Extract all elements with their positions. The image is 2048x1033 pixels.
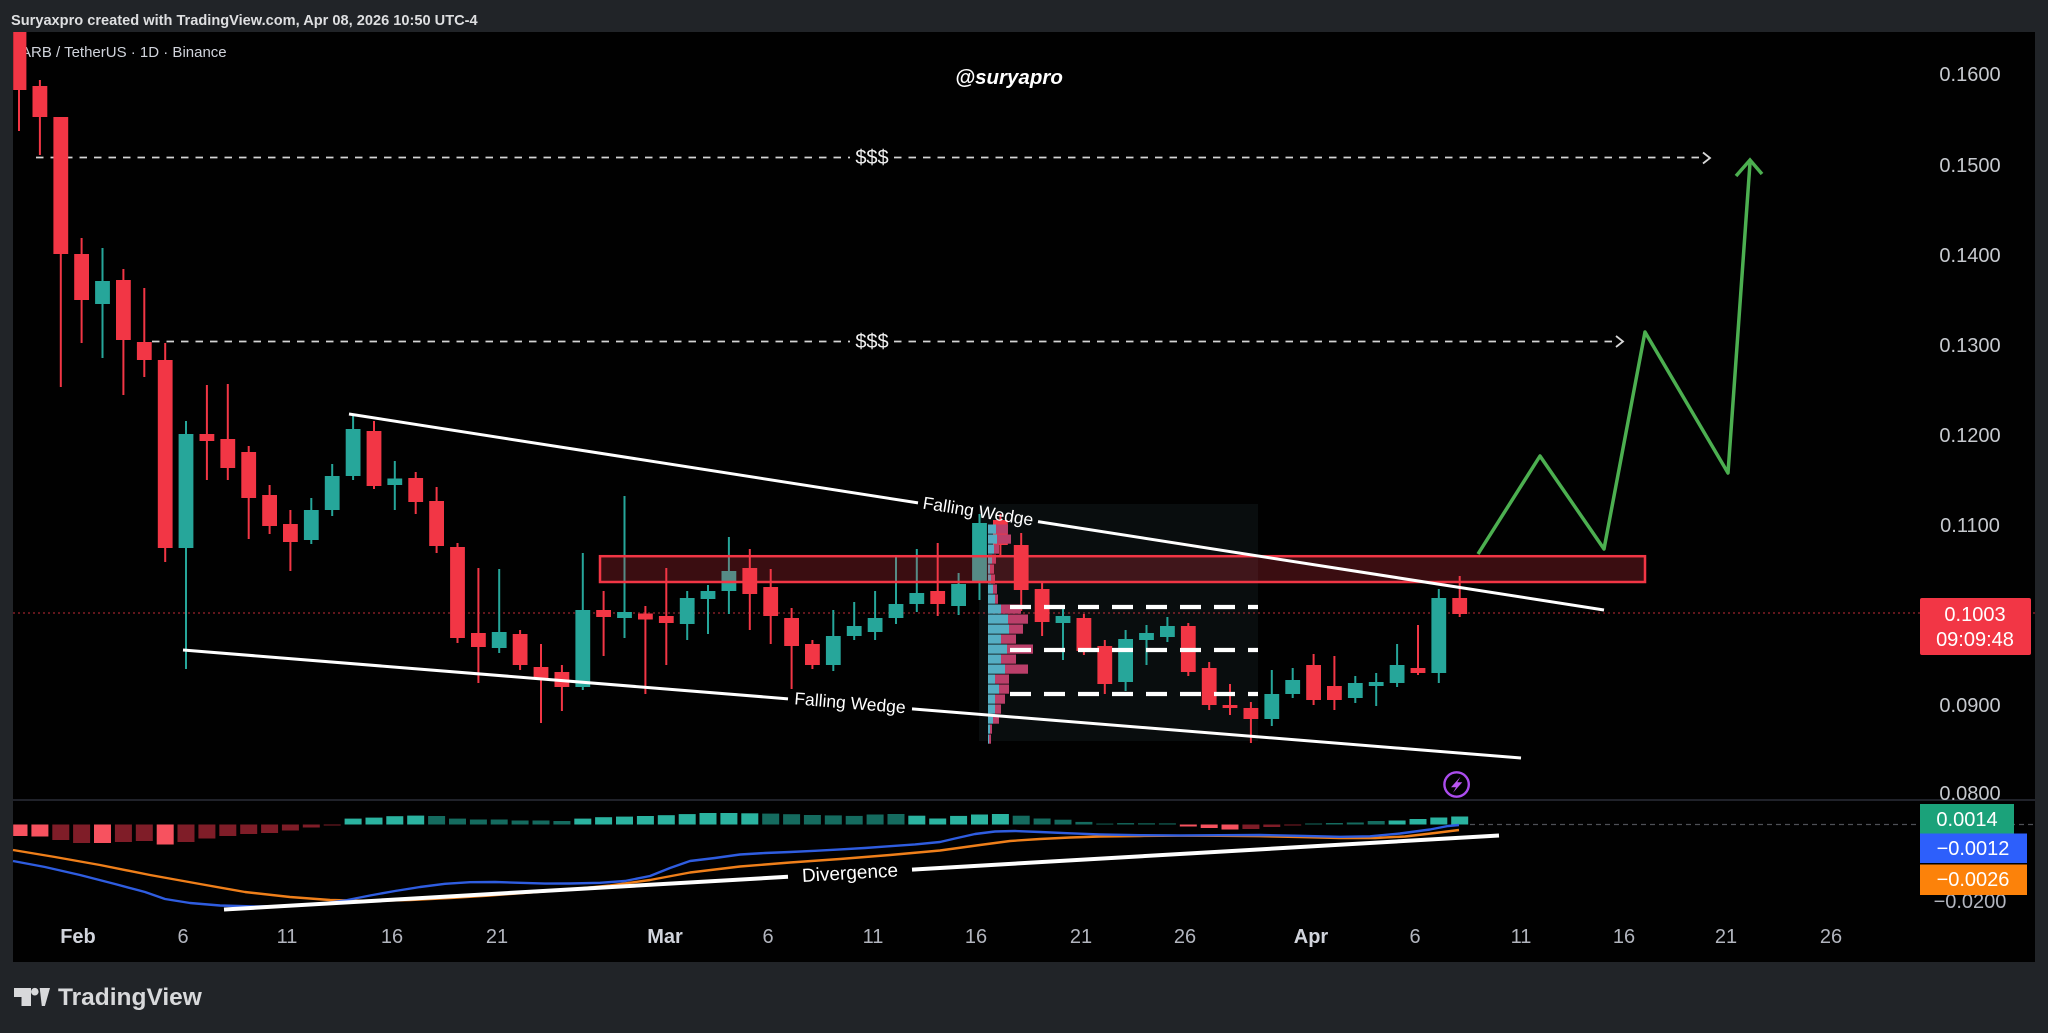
svg-text:6: 6 <box>762 926 773 948</box>
svg-text:0.1003: 0.1003 <box>1944 604 2005 626</box>
svg-text:ARB / TetherUS · 1D · Binance: ARB / TetherUS · 1D · Binance <box>21 44 227 61</box>
svg-text:0.0800: 0.0800 <box>1939 783 2000 805</box>
svg-text:0.1100: 0.1100 <box>1940 515 2000 537</box>
svg-text:21: 21 <box>1070 926 1092 948</box>
svg-text:Feb: Feb <box>60 926 96 948</box>
svg-text:09:09:48: 09:09:48 <box>1936 629 2014 651</box>
svg-text:−0.0026: −0.0026 <box>1937 869 2010 891</box>
svg-text:0.0900: 0.0900 <box>1939 695 2000 717</box>
svg-text:0.1400: 0.1400 <box>1939 245 2000 267</box>
svg-text:Apr: Apr <box>1294 926 1329 948</box>
svg-text:0.1200: 0.1200 <box>1939 425 2000 447</box>
svg-text:0.1300: 0.1300 <box>1939 335 2000 357</box>
svg-text:16: 16 <box>1613 926 1635 948</box>
svg-text:11: 11 <box>863 926 884 948</box>
svg-text:6: 6 <box>177 926 188 948</box>
svg-text:16: 16 <box>381 926 403 948</box>
svg-text:26: 26 <box>1820 926 1842 948</box>
svg-text:@suryapro: @suryapro <box>955 66 1063 89</box>
svg-text:26: 26 <box>1174 926 1196 948</box>
svg-text:21: 21 <box>486 926 508 948</box>
svg-text:0.0014: 0.0014 <box>1936 809 1997 831</box>
svg-text:$$$: $$$ <box>855 147 888 169</box>
svg-text:0.1600: 0.1600 <box>1939 64 2000 86</box>
svg-text:Suryaxpro created with Trading: Suryaxpro created with TradingView.com, … <box>11 13 479 29</box>
svg-text:16: 16 <box>965 926 987 948</box>
svg-text:−0.0012: −0.0012 <box>1937 838 2010 860</box>
svg-text:−0.0200: −0.0200 <box>1934 891 2007 913</box>
svg-text:TradingView: TradingView <box>58 984 203 1011</box>
svg-text:$$$: $$$ <box>855 331 888 353</box>
svg-text:11: 11 <box>277 926 298 948</box>
svg-text:Mar: Mar <box>647 926 683 948</box>
svg-text:6: 6 <box>1409 926 1420 948</box>
svg-text:11: 11 <box>1511 926 1532 948</box>
svg-text:0.1500: 0.1500 <box>1939 155 2000 177</box>
svg-text:21: 21 <box>1715 926 1737 948</box>
